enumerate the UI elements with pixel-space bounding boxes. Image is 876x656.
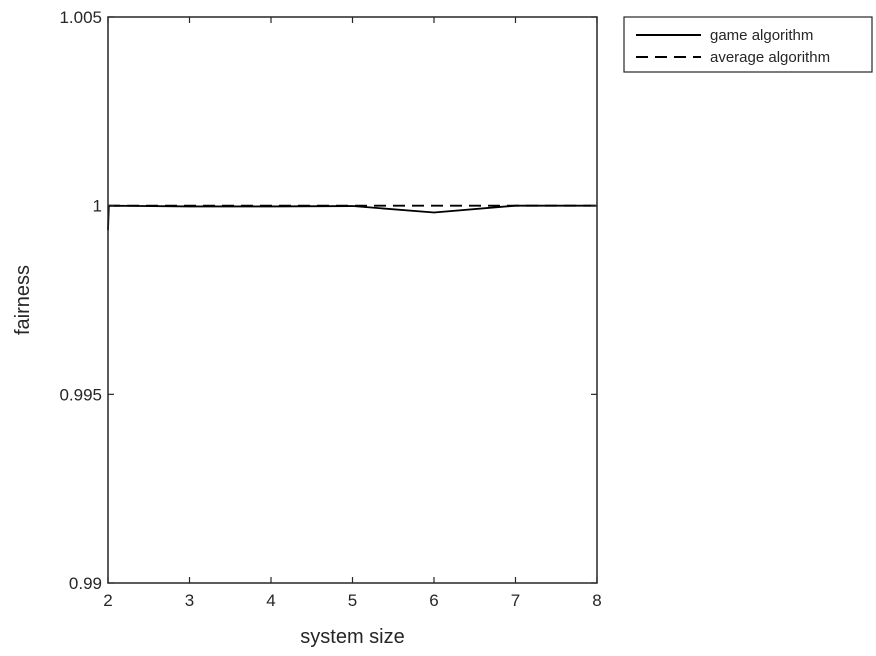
x-tick-label: 4 [266, 591, 275, 610]
x-axis-ticks: 2 3 4 5 6 7 8 [103, 17, 602, 610]
x-tick-label: 5 [348, 591, 357, 610]
y-tick-label: 0.995 [59, 385, 102, 404]
series-line-game-algorithm [107, 204, 597, 231]
y-tick-label: 1 [93, 197, 102, 216]
y-tick-label: 1.005 [59, 8, 102, 27]
legend: game algorithm average algorithm [623, 16, 873, 73]
y-axis-ticks: 0.99 0.995 1 1.005 [59, 8, 597, 593]
x-axis-title: system size [300, 626, 404, 648]
legend-box [623, 16, 873, 73]
x-tick-label: 6 [429, 591, 438, 610]
x-tick-label: 7 [511, 591, 520, 610]
y-axis-title: fairness [12, 265, 34, 335]
x-tick-label: 3 [185, 591, 194, 610]
legend-label-game-algorithm: game algorithm [710, 27, 813, 44]
x-tick-label: 8 [592, 591, 601, 610]
legend-label-average-algorithm: average algorithm [710, 49, 830, 66]
x-tick-label: 2 [103, 591, 112, 610]
y-tick-label: 0.99 [69, 574, 102, 593]
